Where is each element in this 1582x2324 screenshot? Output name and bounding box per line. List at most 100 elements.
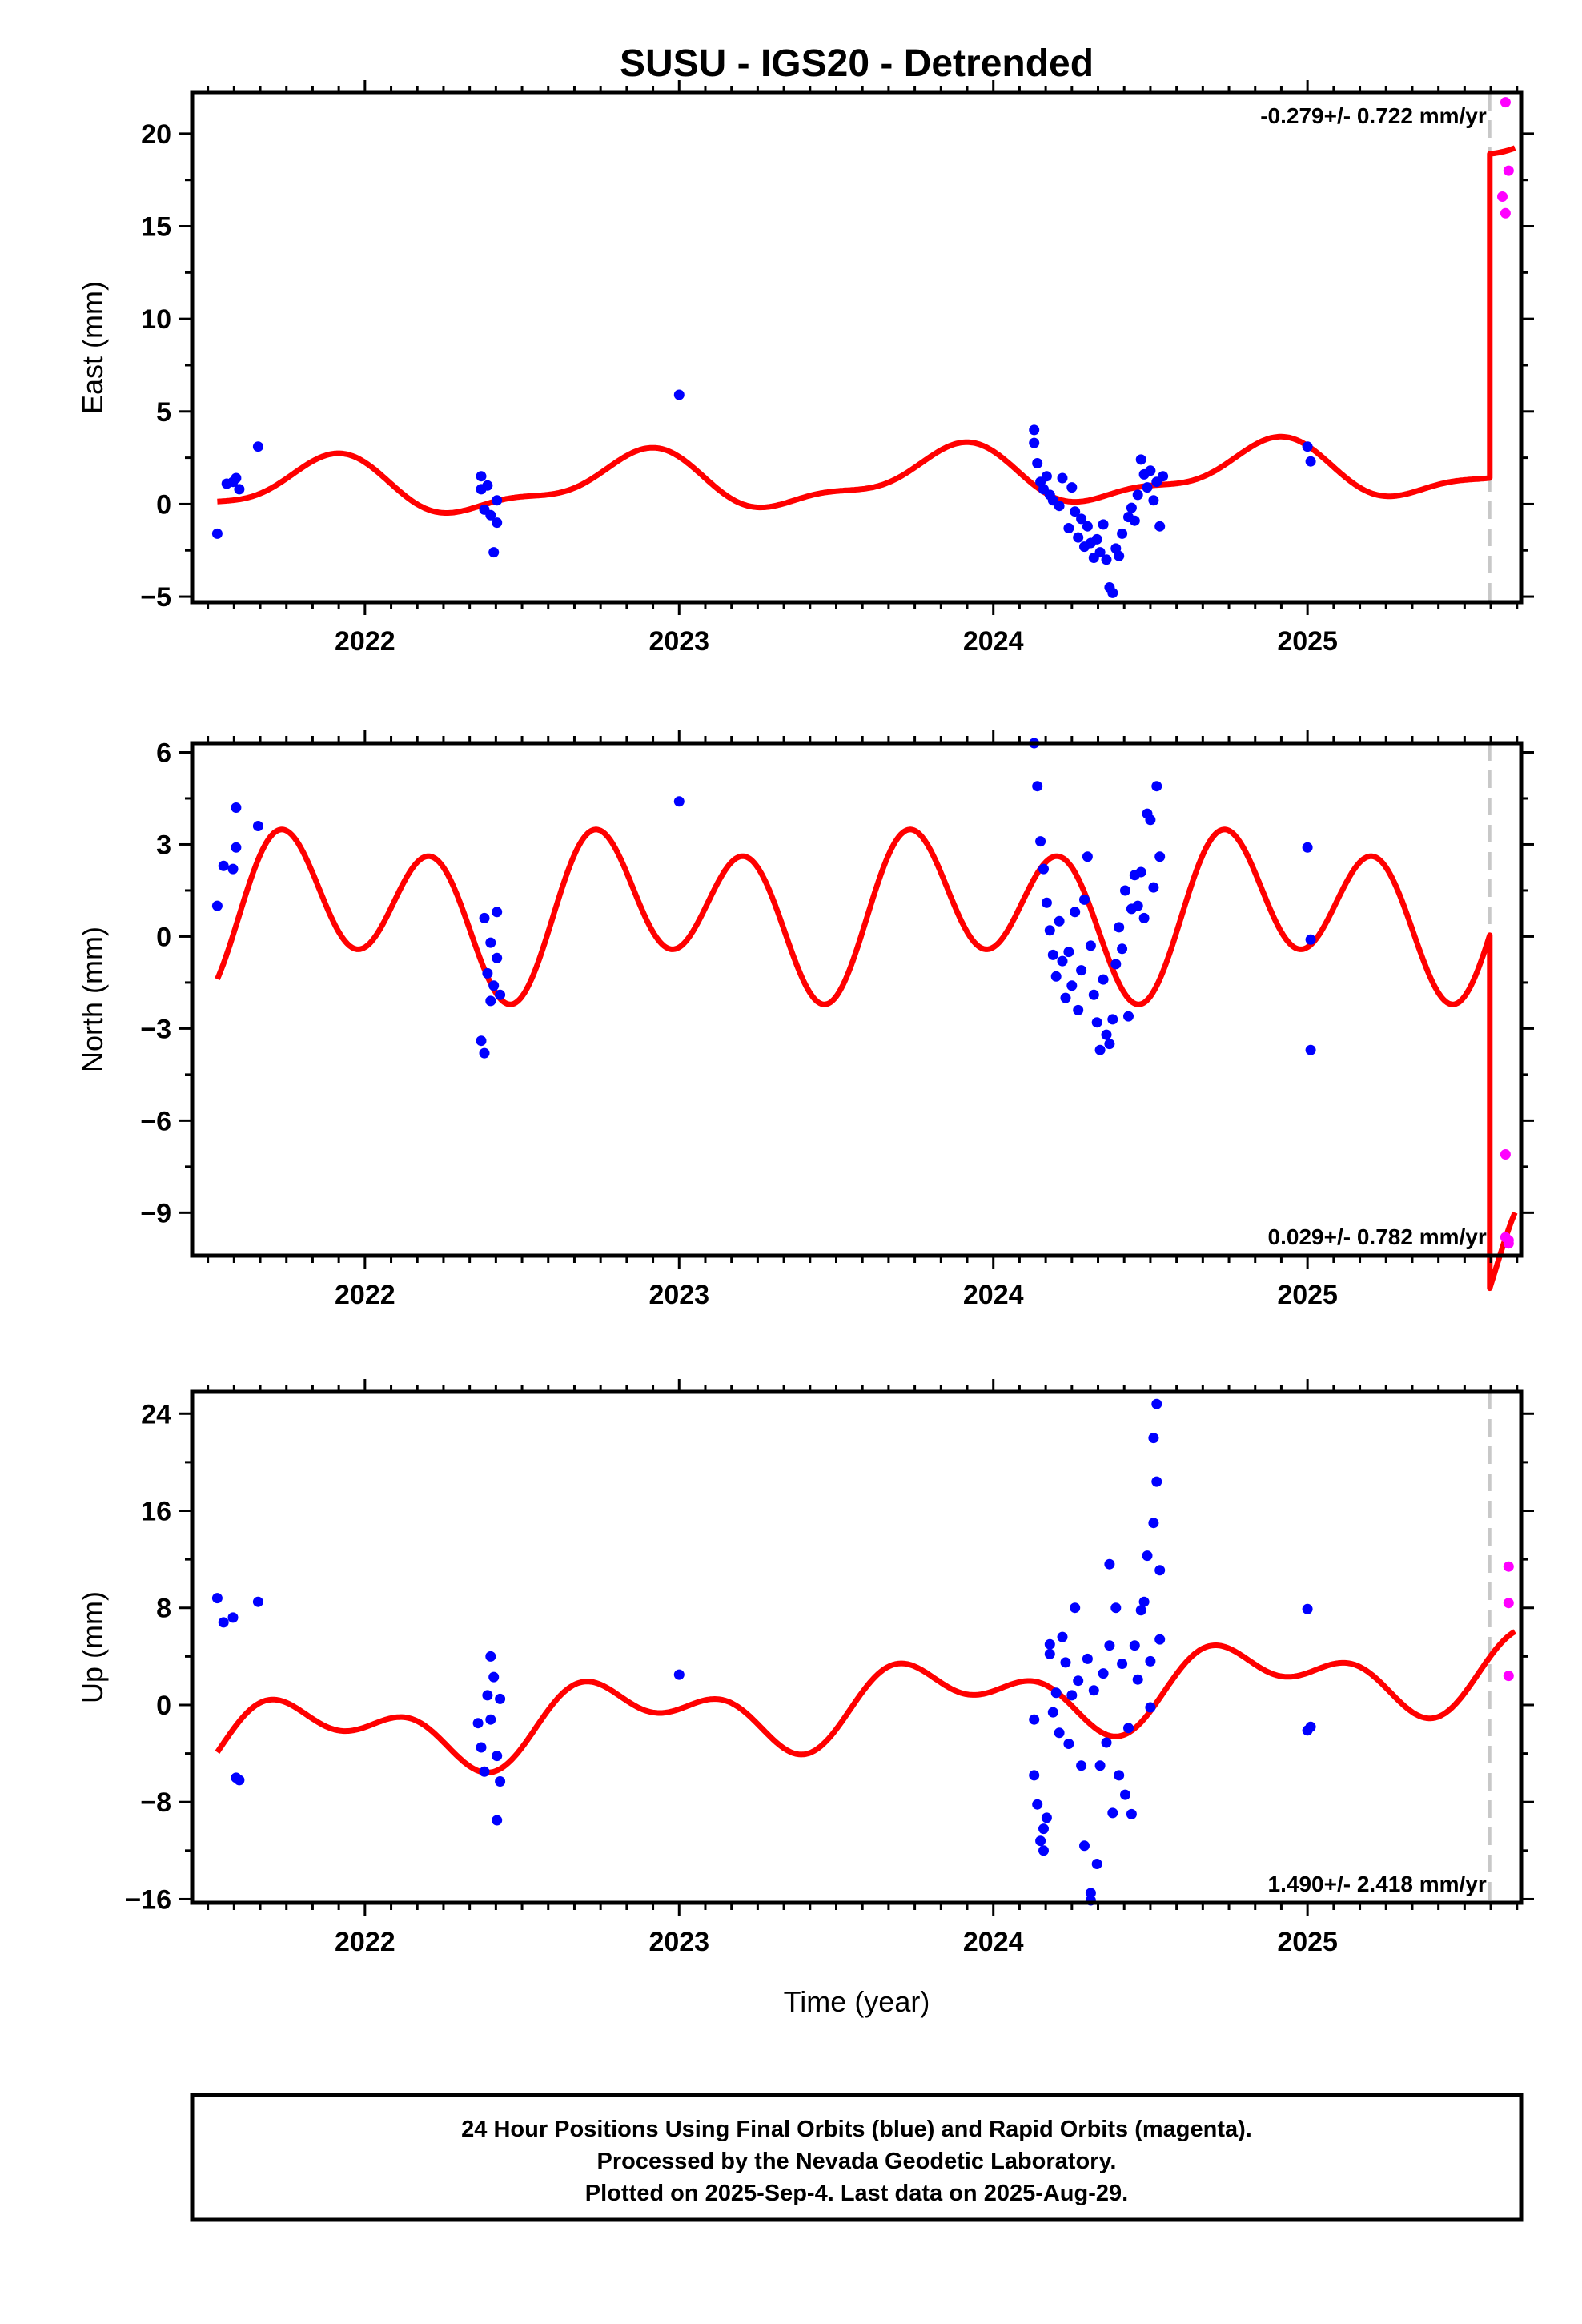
- x-tick-label: 2022: [335, 1927, 396, 1957]
- final-point-up: [1054, 1727, 1065, 1739]
- final-point-north: [485, 937, 496, 948]
- final-point-north: [1032, 781, 1043, 792]
- final-point-east: [488, 547, 500, 558]
- plot-frame-east: [190, 90, 1524, 605]
- final-point-up: [1044, 1638, 1055, 1650]
- final-point-up: [1041, 1812, 1052, 1823]
- final-point-up: [1060, 1657, 1071, 1668]
- final-point-north: [1047, 949, 1058, 960]
- final-point-north: [476, 1035, 487, 1047]
- final-point-east: [1135, 454, 1146, 465]
- final-point-up: [1044, 1648, 1055, 1659]
- final-point-east: [231, 472, 242, 484]
- y-tick-label: −8: [140, 1787, 171, 1818]
- final-point-east: [1126, 502, 1137, 513]
- final-point-up: [1126, 1808, 1137, 1819]
- final-point-north: [1057, 955, 1068, 967]
- x-tick-label: 2025: [1277, 1927, 1338, 1957]
- final-point-east: [211, 528, 223, 539]
- final-point-up: [1063, 1739, 1074, 1749]
- rapid-point-east: [1497, 191, 1508, 202]
- y-tick-label: 5: [156, 397, 171, 428]
- footer-line-1: 24 Hour Positions Using Final Orbits (bl…: [461, 2117, 1252, 2142]
- y-tick-label: −3: [140, 1014, 171, 1044]
- chart-title: SUSU - IGS20 - Detrended: [620, 42, 1094, 85]
- final-point-east: [1117, 528, 1128, 539]
- y-tick-label: 20: [141, 119, 171, 150]
- final-point-east: [1148, 495, 1159, 506]
- final-point-east: [482, 480, 493, 491]
- final-point-north: [1044, 925, 1055, 936]
- final-point-up: [673, 1669, 685, 1680]
- final-point-north: [1110, 959, 1122, 970]
- final-point-north: [673, 796, 685, 807]
- final-point-north: [1038, 863, 1049, 875]
- final-point-north: [1073, 1004, 1084, 1015]
- final-point-east: [1094, 547, 1106, 558]
- final-point-up: [1154, 1565, 1166, 1576]
- final-point-up: [1070, 1602, 1081, 1614]
- final-point-north: [1120, 885, 1130, 896]
- final-point-up: [1104, 1558, 1115, 1570]
- final-point-east: [252, 441, 263, 452]
- final-point-up: [1035, 1835, 1046, 1847]
- final-point-up: [495, 1776, 506, 1787]
- final-point-up: [252, 1596, 263, 1607]
- final-point-north: [1088, 989, 1099, 1000]
- final-point-east: [1029, 424, 1040, 436]
- final-point-north: [227, 863, 239, 875]
- final-point-east: [1070, 506, 1081, 517]
- final-point-north: [231, 802, 242, 813]
- final-point-north: [1098, 974, 1109, 985]
- final-point-up: [1117, 1659, 1128, 1669]
- final-point-up: [1120, 1789, 1130, 1800]
- final-point-north: [1050, 971, 1062, 982]
- final-point-up: [1114, 1770, 1125, 1781]
- final-point-north: [1076, 965, 1087, 976]
- y-axis-label-north: North (mm): [76, 927, 109, 1072]
- final-point-north: [1107, 1014, 1118, 1025]
- final-point-north: [1117, 943, 1128, 955]
- footer-frame: [190, 2093, 1524, 2222]
- final-point-up: [476, 1742, 487, 1753]
- final-point-up: [1135, 1605, 1146, 1616]
- final-point-up: [1076, 1760, 1087, 1771]
- final-point-north: [218, 860, 229, 871]
- final-point-up: [485, 1714, 496, 1725]
- final-point-north: [1085, 940, 1096, 951]
- y-axis-label-east: East (mm): [76, 281, 109, 414]
- panel-up: 2022 2023 2024 2025 −16 −8 0 8 16 24 Up (mm) 1.490+…: [76, 1379, 1534, 1957]
- final-point-east: [1158, 471, 1169, 482]
- final-point-east: [1082, 521, 1093, 532]
- y-tick-label: 10: [141, 304, 171, 335]
- final-point-up: [1145, 1702, 1156, 1713]
- final-point-up: [1129, 1640, 1140, 1651]
- final-point-east: [1132, 489, 1143, 501]
- final-point-north: [485, 995, 496, 1007]
- footer-box: 24 Hour Positions Using Final Orbits (bl…: [190, 2093, 1524, 2222]
- final-point-north: [1132, 900, 1143, 911]
- y-tick-label: 0: [156, 489, 171, 520]
- final-point-north: [1079, 894, 1090, 905]
- final-point-up: [1302, 1603, 1313, 1614]
- final-point-north: [1070, 907, 1081, 918]
- final-point-east: [1129, 515, 1140, 526]
- final-point-east: [1032, 458, 1043, 468]
- model-curve-north: [215, 826, 1518, 1292]
- model-curve-up: [215, 1629, 1517, 1775]
- panels: 2022 2023 2024 2025 −5 0 5 10 15 20 East (mm) -0.27…: [76, 80, 1534, 1957]
- rapid-point-up: [1503, 1598, 1514, 1609]
- final-point-up: [488, 1671, 500, 1683]
- final-point-up: [1132, 1674, 1143, 1685]
- final-point-north: [1138, 912, 1150, 923]
- rate-label-north: 0.029+/- 0.782 mm/yr: [1268, 1224, 1487, 1249]
- final-point-east: [1066, 482, 1078, 493]
- final-point-up: [1050, 1687, 1062, 1699]
- footer-line-3: Plotted on 2025-Sep-4. Last data on 2025…: [585, 2181, 1128, 2206]
- final-point-north: [1094, 1044, 1106, 1055]
- final-point-north: [1302, 842, 1313, 853]
- final-point-north: [482, 967, 493, 979]
- final-point-north: [1145, 814, 1156, 826]
- x-tick-label: 2023: [648, 1927, 709, 1957]
- y-tick-label: 0: [156, 1691, 171, 1721]
